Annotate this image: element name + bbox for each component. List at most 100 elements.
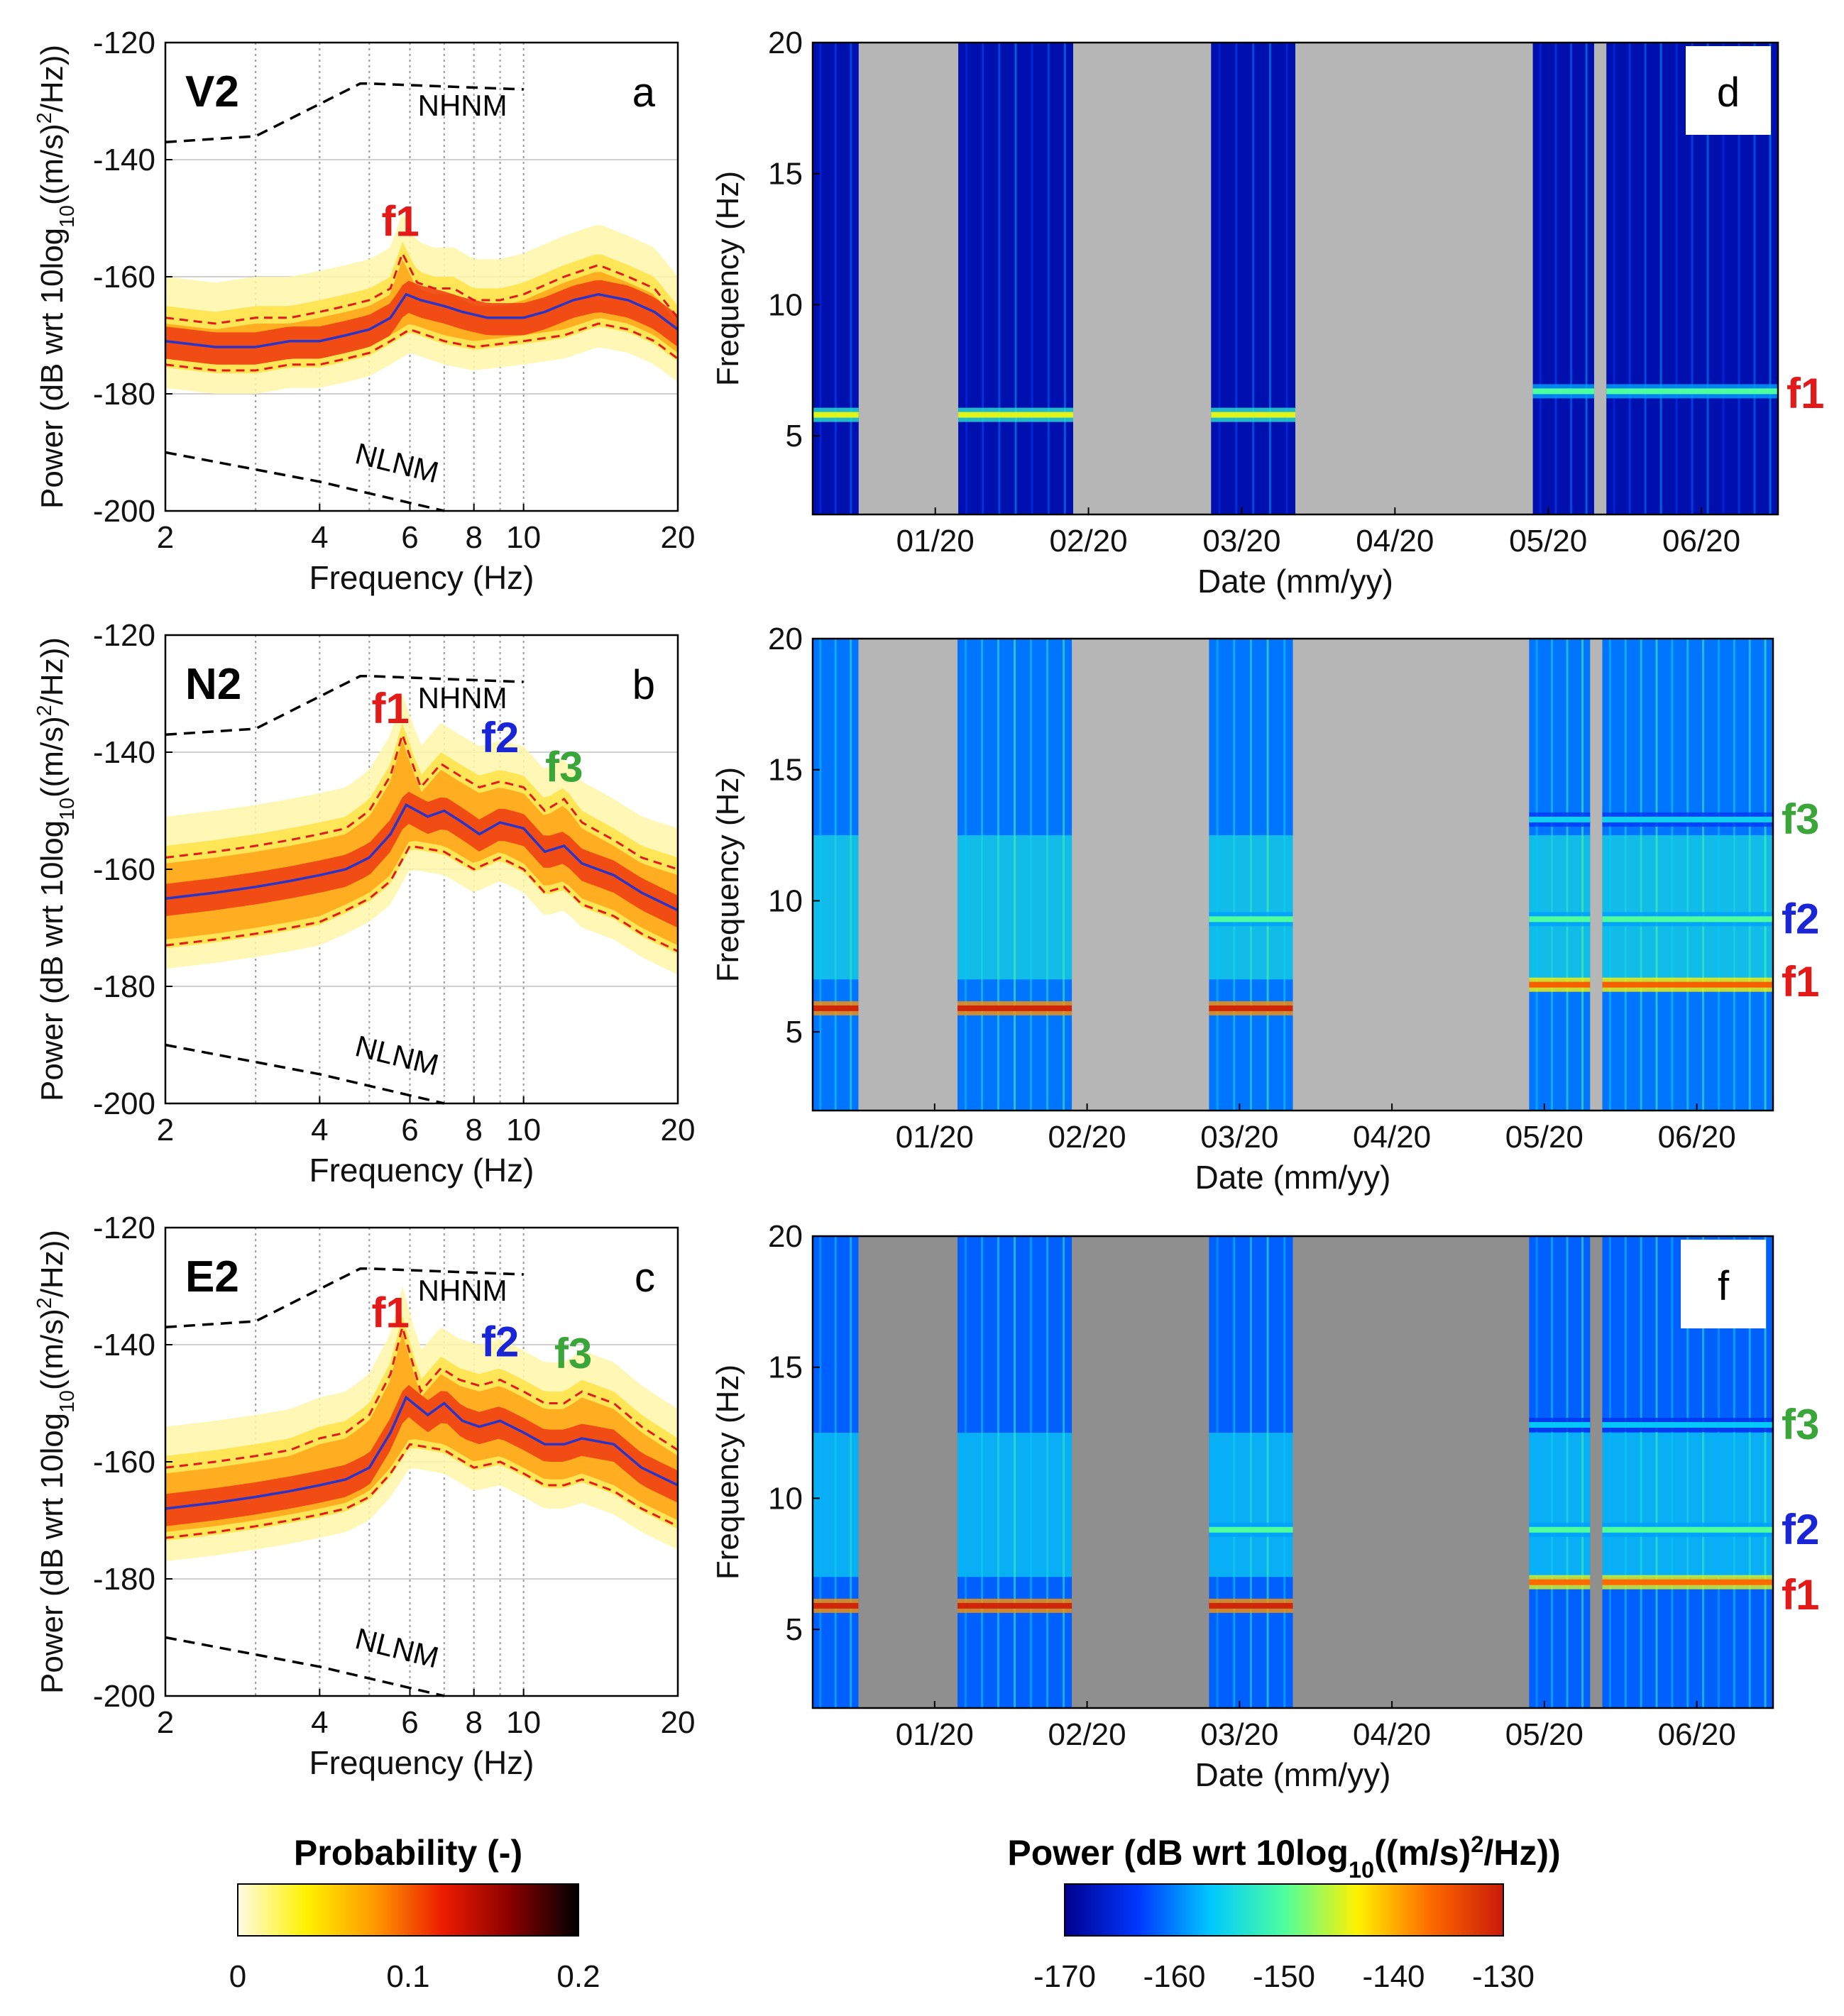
- spectrogram-panel-e: 01/20 02/20 03/20 04/20 05/20 06/20 20 15 10 5 Dat…: [710, 622, 1819, 1196]
- panel-letter: a: [632, 70, 656, 116]
- series-nhnm: [165, 675, 524, 737]
- colorbar-title: Power (dB wrt 10log10((m/s)2/Hz)): [1007, 1832, 1560, 1883]
- y-tick-label: 10: [768, 883, 803, 918]
- band-line: [1532, 388, 1594, 395]
- y-tick-label: -200: [93, 494, 155, 529]
- y-tick-label: 15: [768, 753, 803, 788]
- x-tick-label: 05/20: [1505, 1717, 1584, 1752]
- y-tick-label: 5: [786, 1015, 803, 1050]
- band-line: [957, 1602, 1072, 1609]
- y-tick-label: -140: [93, 143, 155, 177]
- x-tick-label: 02/20: [1048, 1120, 1126, 1155]
- series-lower: [165, 1443, 679, 1539]
- x-axis-label: Date (mm/yy): [1197, 563, 1393, 600]
- label-part: /Hz)): [35, 45, 70, 112]
- x-tick-label: 8: [465, 1113, 482, 1147]
- band-line: [1529, 1526, 1591, 1533]
- psd-panel-a: 2 4 6 8 10 20 -120 -140 -160 -180 -200 Frequency (H…: [33, 26, 695, 596]
- panel-letter-box: [1686, 46, 1771, 135]
- colorbar-tick-label: -140: [1362, 1959, 1425, 1994]
- x-tick-label: 4: [311, 1113, 328, 1147]
- x-tick-label: 4: [311, 1705, 328, 1740]
- label-part: 2: [33, 705, 56, 716]
- y-tick-label: 10: [768, 287, 803, 322]
- density-core: [165, 280, 678, 365]
- label-part: Power (dB wrt 10log: [35, 1413, 70, 1694]
- peak-label-f1: f1: [372, 1289, 410, 1336]
- y-tick-label: 5: [786, 1612, 803, 1647]
- band-line: [1602, 816, 1773, 822]
- colorbar-tick-label: -130: [1472, 1959, 1535, 1994]
- panel-letter: d: [1717, 70, 1740, 116]
- y-tick-label: 10: [768, 1481, 803, 1516]
- x-axis-label: Frequency (Hz): [309, 1152, 534, 1189]
- x-tick-label: 10: [506, 1705, 541, 1740]
- series-upper: [165, 1323, 679, 1469]
- band-line: [1606, 388, 1778, 395]
- band-line: [1602, 1422, 1773, 1428]
- data-segment: [1529, 1236, 1591, 1708]
- x-tick-label: 03/20: [1200, 1717, 1278, 1752]
- psd-panel-c: 2 4 6 8 10 20 -120 -140 -160 -180 -200 Frequency (H…: [33, 1211, 695, 1781]
- data-segment: [957, 1236, 1072, 1708]
- probability-colorbar: Probability (-) 0 0.1 0.2: [229, 1833, 600, 1994]
- x-tick-label: 02/20: [1048, 1717, 1126, 1752]
- band-line: [1602, 981, 1773, 988]
- x-tick-label: 04/20: [1353, 1717, 1431, 1752]
- peak-label-f2: f2: [481, 714, 519, 761]
- label-part: ((m/s): [1374, 1833, 1471, 1873]
- y-axis-label: Power (dB wrt 10log10((m/s)2/Hz)): [33, 1230, 79, 1694]
- band-line: [1211, 412, 1295, 418]
- series-upper: [165, 250, 679, 325]
- x-tick-label: 2: [157, 520, 174, 555]
- y-tick-label: -120: [93, 26, 155, 60]
- band-line: [813, 412, 859, 418]
- data-segment: [957, 639, 1072, 1111]
- side-label-f2: f2: [1782, 1506, 1819, 1553]
- y-tick-label: 5: [786, 419, 803, 453]
- segment-haze: [1529, 1433, 1591, 1577]
- segment-background: [1532, 43, 1594, 514]
- axes-frame: [811, 1235, 1774, 1709]
- x-tick-label: 06/20: [1658, 1120, 1736, 1155]
- colorbar-tick-label: 0.2: [556, 1959, 600, 1994]
- density-core: [165, 791, 678, 928]
- label-part: ((m/s): [35, 123, 70, 205]
- x-tick-label: 03/20: [1200, 1120, 1278, 1155]
- label-part: 10: [56, 798, 79, 820]
- y-tick-label: 15: [768, 1350, 803, 1385]
- spectrogram-panel-f: 01/20 02/20 03/20 04/20 05/20 06/20 20 15 10 5 Dat…: [710, 1219, 1819, 1793]
- x-tick-label: 01/20: [896, 524, 975, 558]
- data-segment: [958, 43, 1073, 514]
- y-tick-label: -120: [93, 618, 155, 653]
- series-nlnm: [165, 451, 445, 512]
- x-axis-label: Frequency (Hz): [309, 1744, 534, 1781]
- colorbar-gradient: [1064, 1883, 1504, 1937]
- band-line: [1209, 1005, 1293, 1011]
- x-tick-label: 04/20: [1353, 1120, 1431, 1155]
- x-tick-label: 2: [157, 1705, 174, 1740]
- band-line: [1529, 1422, 1591, 1428]
- nhnm-label: NHNM: [418, 1274, 507, 1307]
- band-line: [958, 412, 1073, 418]
- data-segment: [1211, 43, 1295, 514]
- band-line: [1529, 981, 1591, 988]
- x-tick-label: 20: [661, 520, 696, 555]
- x-tick-label: 10: [506, 520, 541, 555]
- data-segment: [1529, 639, 1591, 1111]
- series-median: [165, 803, 679, 912]
- axes-frame: [811, 637, 1774, 1112]
- x-axis-label: Date (mm/yy): [1195, 1159, 1391, 1196]
- panel-letter: b: [632, 662, 655, 708]
- x-tick-label: 06/20: [1662, 524, 1740, 558]
- x-tick-label: 8: [465, 1705, 482, 1740]
- y-tick-label: -160: [93, 260, 155, 294]
- x-tick-label: 8: [465, 520, 482, 555]
- y-tick-label: -140: [93, 735, 155, 770]
- label-part: /Hz)): [35, 637, 70, 705]
- series-median: [165, 292, 679, 348]
- x-tick-label: 6: [401, 520, 418, 555]
- x-tick-label: 01/20: [896, 1717, 974, 1752]
